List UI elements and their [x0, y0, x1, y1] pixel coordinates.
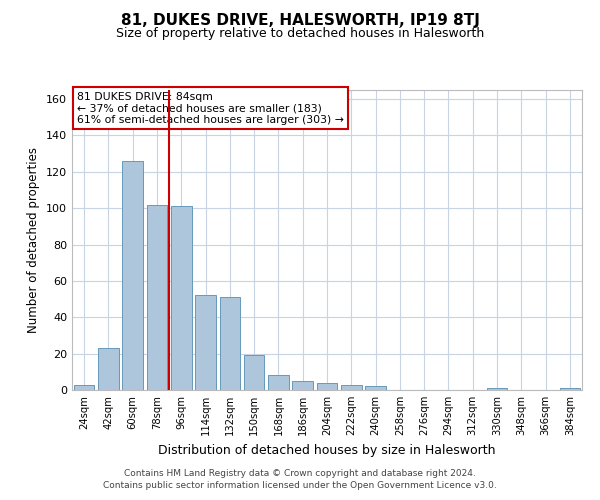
Y-axis label: Number of detached properties: Number of detached properties [28, 147, 40, 333]
Bar [98, 348, 119, 390]
Text: 81 DUKES DRIVE: 84sqm
← 37% of detached houses are smaller (183)
61% of semi-det: 81 DUKES DRIVE: 84sqm ← 37% of detached … [77, 92, 344, 124]
Bar [74, 384, 94, 390]
Bar [268, 376, 289, 390]
Text: Contains HM Land Registry data © Crown copyright and database right 2024.: Contains HM Land Registry data © Crown c… [124, 468, 476, 477]
Bar [195, 296, 216, 390]
Bar [122, 161, 143, 390]
Bar [292, 381, 313, 390]
Bar [146, 204, 167, 390]
Text: 81, DUKES DRIVE, HALESWORTH, IP19 8TJ: 81, DUKES DRIVE, HALESWORTH, IP19 8TJ [121, 12, 479, 28]
Bar [487, 388, 508, 390]
Bar [171, 206, 191, 390]
Bar [341, 384, 362, 390]
Bar [365, 386, 386, 390]
Bar [560, 388, 580, 390]
X-axis label: Distribution of detached houses by size in Halesworth: Distribution of detached houses by size … [158, 444, 496, 456]
Bar [220, 298, 240, 390]
Text: Size of property relative to detached houses in Halesworth: Size of property relative to detached ho… [116, 28, 484, 40]
Bar [317, 382, 337, 390]
Bar [244, 356, 265, 390]
Text: Contains public sector information licensed under the Open Government Licence v3: Contains public sector information licen… [103, 481, 497, 490]
